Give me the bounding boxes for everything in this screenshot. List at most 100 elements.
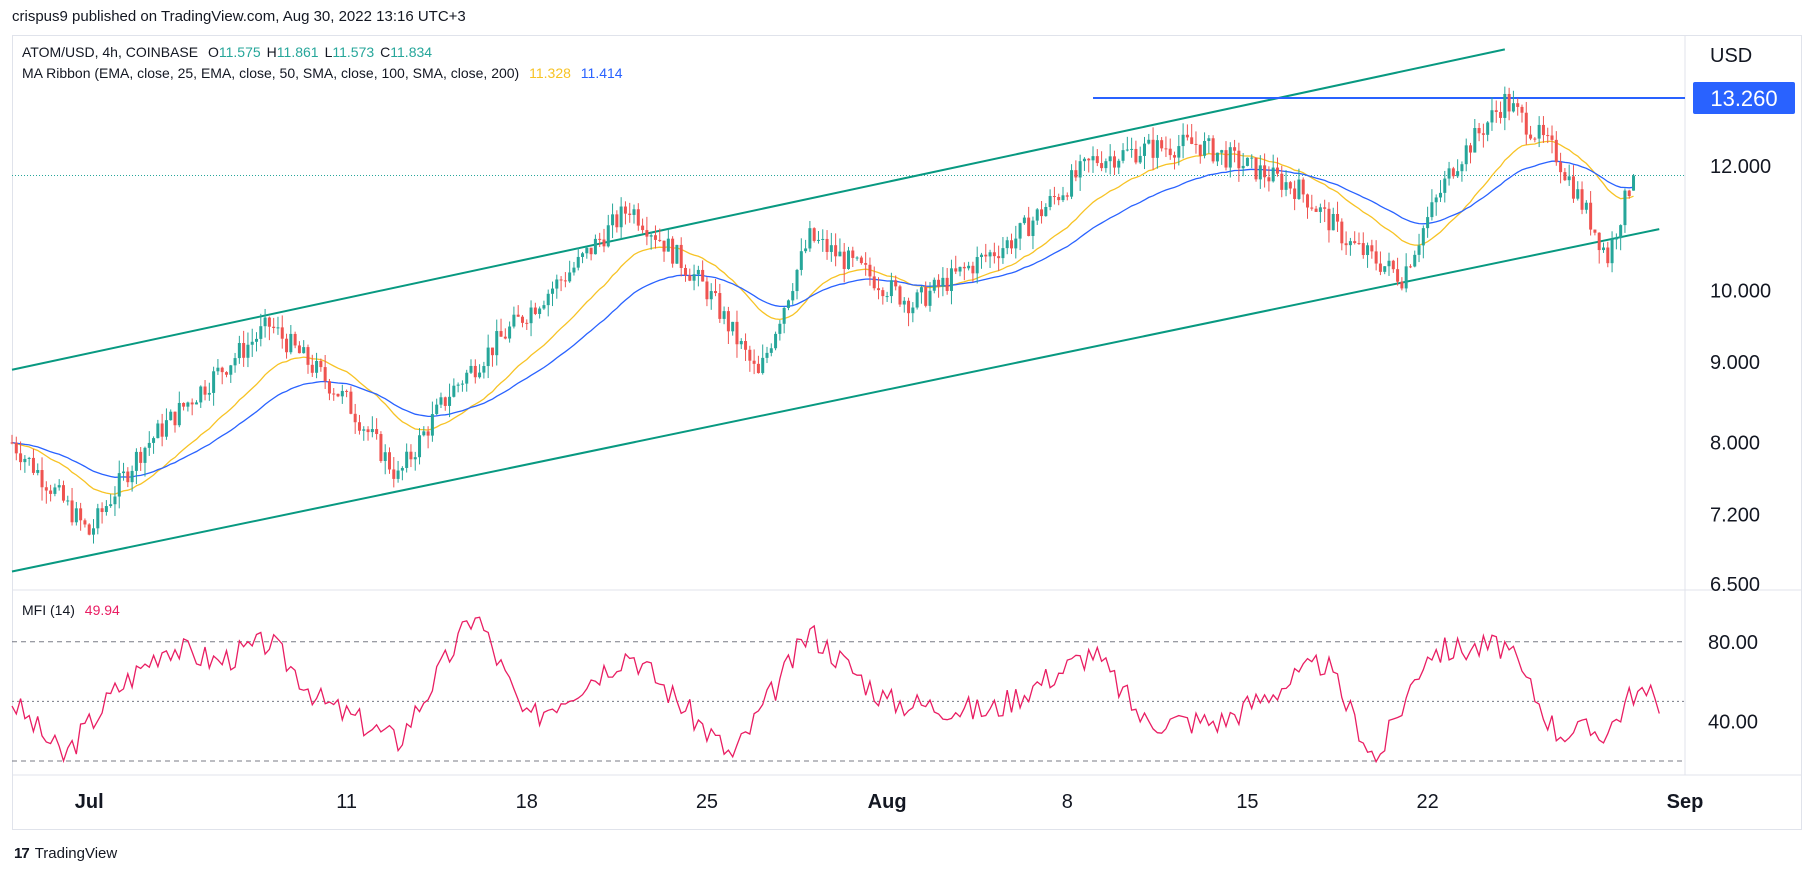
footer-brand[interactable]: 17 TradingView [14, 845, 117, 862]
candle-body [1142, 143, 1146, 156]
candle-body [559, 279, 563, 281]
candle-body [641, 225, 645, 231]
candle-body [134, 451, 138, 471]
candle-body [1477, 128, 1481, 134]
candle-body [1610, 239, 1614, 264]
candle-body [1408, 266, 1412, 268]
candle-body [632, 209, 636, 215]
candle-body [1125, 149, 1129, 151]
ma-ribbon-label[interactable]: MA Ribbon (EMA, close, 25, EMA, close, 5… [22, 65, 520, 81]
price-tick-label: 12.000 [1710, 156, 1771, 178]
candle-body [413, 457, 417, 460]
candle-body [1151, 139, 1155, 158]
candle-body [1211, 138, 1215, 162]
candle-body [1263, 165, 1267, 178]
candle-body [396, 470, 400, 479]
candle-body [636, 209, 640, 226]
candle-body [203, 386, 207, 395]
candle-body [1318, 207, 1322, 212]
candle-body [233, 358, 237, 366]
candle-body [452, 385, 456, 397]
candle-body [173, 411, 177, 426]
candle-body [962, 266, 966, 269]
candle-body [387, 452, 391, 470]
candle-body [1623, 190, 1627, 226]
candle-body [250, 341, 254, 345]
candle-body [628, 213, 632, 215]
candle-body [1456, 171, 1460, 177]
candle-body [1005, 240, 1009, 249]
candle-body [1254, 157, 1258, 180]
candle-body [1529, 134, 1533, 139]
candle-body [1027, 217, 1031, 237]
candle-body [289, 333, 293, 353]
candle-body [1366, 245, 1370, 256]
candle-body [1593, 229, 1597, 233]
candle-body [979, 254, 983, 258]
candle-body [1228, 147, 1232, 168]
candle-body [169, 411, 173, 421]
candle-body [1203, 140, 1207, 156]
candle-body [1155, 140, 1159, 158]
candle-body [74, 508, 78, 523]
candle-body [907, 300, 911, 314]
candle-body [83, 520, 87, 525]
candle-body [460, 383, 464, 385]
candle-body [846, 250, 851, 269]
candle-body [1546, 135, 1550, 137]
candle-body [1460, 164, 1464, 172]
candle-body [593, 238, 597, 255]
candle-body [1443, 178, 1447, 193]
candle-body [1314, 208, 1318, 212]
candle-body [988, 252, 992, 257]
candle-body [838, 251, 842, 257]
candle-body [1001, 248, 1005, 259]
candle-body [336, 393, 340, 397]
candle-body [177, 402, 181, 426]
candle-body [345, 390, 349, 392]
candle-body [1417, 245, 1421, 255]
ohlc-value-o: 11.575 [218, 44, 261, 60]
candle-body [379, 434, 383, 461]
candle-body [293, 333, 297, 346]
candle-body [868, 264, 872, 277]
symbol-label[interactable]: ATOM/USD, 4h, COINBASE [22, 44, 199, 60]
ema-50-line [11, 160, 1634, 478]
mfi-label[interactable]: MFI (14) [22, 602, 75, 618]
candle-body [1606, 247, 1610, 264]
candle-body [1112, 156, 1116, 168]
candle-body [709, 291, 713, 300]
candle-body [113, 496, 117, 505]
candle-body [1507, 93, 1511, 112]
candle-body [1533, 138, 1537, 140]
candle-body [941, 277, 945, 287]
candle-body [1164, 148, 1168, 150]
candle-body [718, 293, 722, 319]
candle-body [645, 230, 649, 237]
candle-body [598, 238, 602, 240]
candle-body [701, 269, 705, 282]
candle-body [971, 265, 975, 274]
candle-body [924, 287, 928, 306]
ma-value-ema25: 11.328 [529, 65, 571, 81]
candle-body [885, 296, 889, 298]
grid-layer [12, 35, 1802, 776]
time-tick-label: Aug [868, 791, 907, 813]
candle-body [400, 467, 404, 471]
candle-body [761, 357, 765, 374]
candle-body [353, 413, 357, 423]
candle-body [70, 500, 74, 523]
candle-body [327, 381, 331, 394]
candle-body [542, 305, 546, 309]
candle-body [1323, 207, 1327, 209]
candle-body [1091, 156, 1095, 161]
candle-body [1048, 196, 1052, 207]
candle-body [898, 286, 902, 305]
candle-body [872, 276, 876, 289]
candle-body [1473, 128, 1477, 153]
candle-body [1361, 243, 1365, 256]
candle-body [649, 235, 653, 237]
candle-body [842, 251, 846, 269]
candle-body [958, 266, 962, 272]
